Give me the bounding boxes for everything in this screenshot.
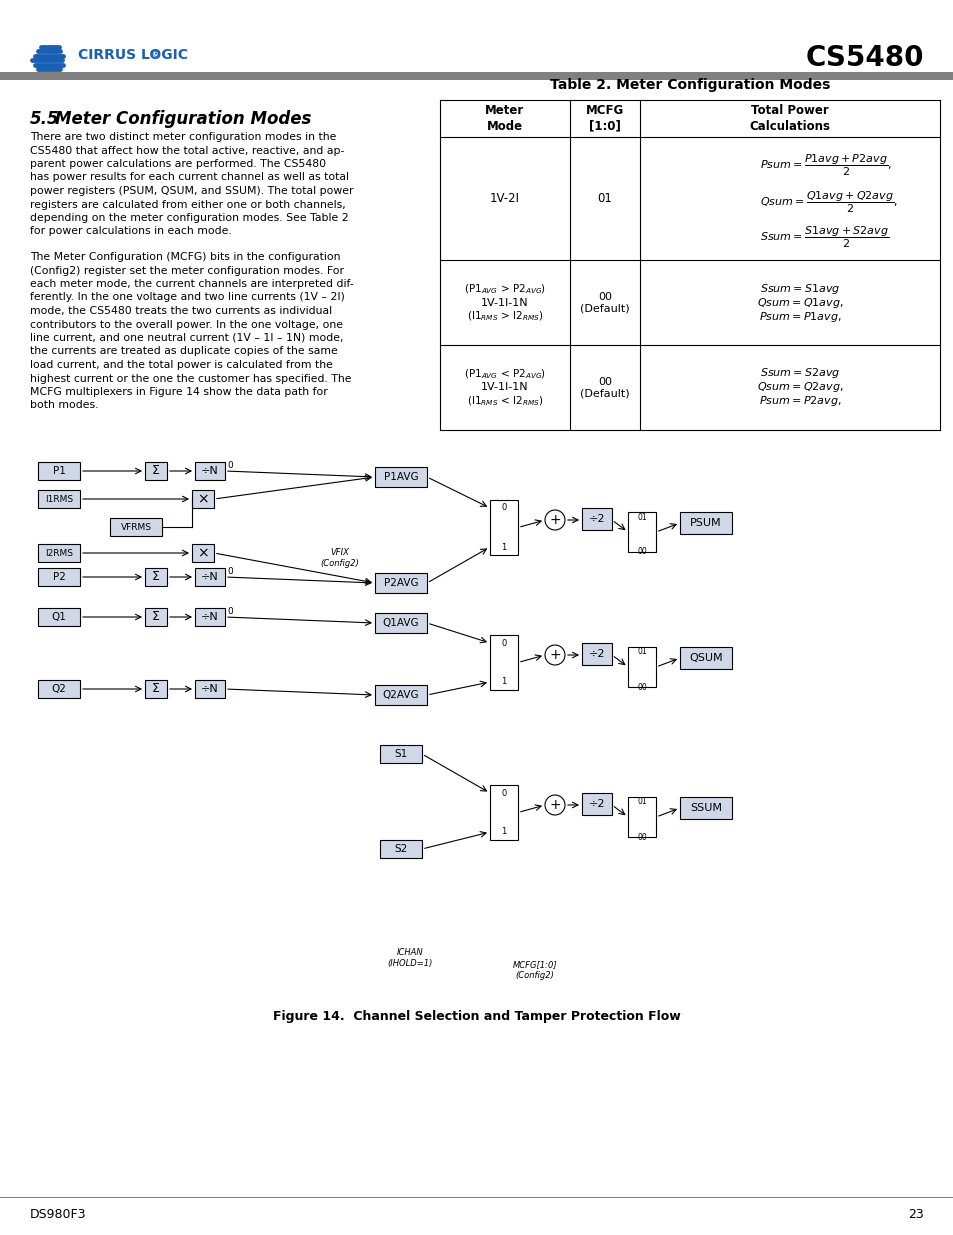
Text: CS5480 that affect how the total active, reactive, and ap-: CS5480 that affect how the total active,…: [30, 146, 344, 156]
Bar: [375, 613, 427, 634]
Bar: [490, 635, 517, 690]
Text: MCFG
[1:0]: MCFG [1:0]: [585, 105, 623, 132]
Text: (I1$_{RMS}$ < I2$_{RMS}$): (I1$_{RMS}$ < I2$_{RMS}$): [466, 395, 542, 409]
Text: PSUM: PSUM: [689, 517, 721, 529]
Bar: [145, 680, 167, 698]
Text: +: +: [549, 648, 560, 662]
Bar: [145, 568, 167, 585]
Text: the currents are treated as duplicate copies of the same: the currents are treated as duplicate co…: [30, 347, 337, 357]
Text: 0: 0: [501, 504, 506, 513]
Text: 1V-1I-1N: 1V-1I-1N: [480, 383, 528, 393]
Bar: [490, 500, 517, 555]
Bar: [379, 840, 421, 858]
Text: The Meter Configuration (MCFG) bits in the configuration: The Meter Configuration (MCFG) bits in t…: [30, 252, 340, 262]
Bar: [0, 72, 953, 80]
Bar: [110, 517, 162, 536]
Bar: [192, 490, 213, 508]
Text: 1: 1: [501, 542, 506, 552]
Bar: [490, 785, 517, 840]
Text: 00
(Default): 00 (Default): [579, 291, 629, 314]
Text: $\mathit{Qsum} = \mathit{Q1avg},$: $\mathit{Qsum} = \mathit{Q1avg},$: [756, 295, 842, 310]
Text: each meter mode, the current channels are interpreted dif-: each meter mode, the current channels ar…: [30, 279, 354, 289]
Text: 00: 00: [637, 547, 646, 557]
Text: CIRRUS LOGIC: CIRRUS LOGIC: [78, 48, 188, 62]
Text: has power results for each current channel as well as total: has power results for each current chann…: [30, 173, 349, 183]
Text: Meter
Mode: Meter Mode: [485, 105, 524, 132]
Text: ×: ×: [197, 492, 209, 506]
Text: DS980F3: DS980F3: [30, 1209, 87, 1221]
Text: ×: ×: [197, 546, 209, 559]
Text: Figure 14.  Channel Selection and Tamper Protection Flow: Figure 14. Channel Selection and Tamper …: [273, 1010, 680, 1023]
Text: ICHAN
(IHOLD=1): ICHAN (IHOLD=1): [387, 948, 433, 968]
Text: $\mathit{Ssum} = \mathit{S1avg}$: $\mathit{Ssum} = \mathit{S1avg}$: [759, 282, 840, 295]
Text: There are two distinct meter configuration modes in the: There are two distinct meter configurati…: [30, 132, 336, 142]
Text: 00: 00: [637, 832, 646, 841]
Text: 00: 00: [637, 683, 646, 692]
Text: (P1$_{AVG}$ > P2$_{AVG}$): (P1$_{AVG}$ > P2$_{AVG}$): [463, 283, 545, 296]
Bar: [38, 608, 80, 626]
Bar: [145, 608, 167, 626]
Text: MCFG[1:0]
(Config2): MCFG[1:0] (Config2): [512, 961, 557, 979]
Text: ÷2: ÷2: [588, 514, 604, 524]
Text: I1RMS: I1RMS: [45, 494, 73, 504]
Bar: [581, 793, 612, 815]
Text: ÷N: ÷N: [201, 572, 218, 582]
Bar: [627, 513, 656, 552]
Bar: [38, 568, 80, 585]
Bar: [627, 797, 656, 837]
Text: 0: 0: [501, 638, 506, 647]
Text: Table 2. Meter Configuration Modes: Table 2. Meter Configuration Modes: [549, 78, 829, 91]
Text: $\mathit{Psum} = \mathit{P2avg},$: $\mathit{Psum} = \mathit{P2avg},$: [758, 394, 841, 409]
Text: ÷2: ÷2: [588, 650, 604, 659]
Text: 0: 0: [501, 788, 506, 798]
Text: $\mathit{Qsum} = \mathit{Q2avg},$: $\mathit{Qsum} = \mathit{Q2avg},$: [756, 380, 842, 394]
Bar: [194, 568, 225, 585]
Bar: [0, 1197, 953, 1198]
Text: P1AVG: P1AVG: [383, 472, 417, 482]
Bar: [192, 543, 213, 562]
Text: MCFG multiplexers in Figure 14 show the data path for: MCFG multiplexers in Figure 14 show the …: [30, 387, 328, 396]
Bar: [145, 462, 167, 480]
Text: S2: S2: [394, 844, 407, 853]
Text: Σ: Σ: [152, 610, 160, 624]
Text: power registers (PSUM, QSUM, and SSUM). The total power: power registers (PSUM, QSUM, and SSUM). …: [30, 186, 354, 196]
Bar: [581, 508, 612, 530]
Text: 0: 0: [227, 606, 233, 615]
Text: QSUM: QSUM: [688, 653, 722, 663]
Text: highest current or the one the customer has specified. The: highest current or the one the customer …: [30, 373, 351, 384]
Bar: [38, 462, 80, 480]
Text: S1: S1: [394, 748, 407, 760]
Text: $\mathit{Psum} = \mathit{P1avg},$: $\mathit{Psum} = \mathit{P1avg},$: [758, 310, 841, 324]
Text: line current, and one neutral current (1V – 1I – 1N) mode,: line current, and one neutral current (1…: [30, 333, 343, 343]
Text: registers are calculated from either one or both channels,: registers are calculated from either one…: [30, 200, 345, 210]
Bar: [379, 745, 421, 763]
Text: (I1$_{RMS}$ > I2$_{RMS}$): (I1$_{RMS}$ > I2$_{RMS}$): [466, 310, 542, 324]
Text: 1V-1I-1N: 1V-1I-1N: [480, 298, 528, 308]
Text: Q2: Q2: [51, 684, 67, 694]
Bar: [679, 647, 731, 669]
Text: Σ: Σ: [152, 464, 160, 478]
Text: 0: 0: [227, 461, 233, 469]
Text: 1: 1: [501, 678, 506, 687]
Text: 1: 1: [501, 827, 506, 836]
Text: P1: P1: [52, 466, 66, 475]
Text: +: +: [549, 798, 560, 811]
Text: 01: 01: [637, 513, 646, 521]
Text: $\mathit{Qsum} = \dfrac{\mathit{Q1avg}+\mathit{Q2avg}}{2},$: $\mathit{Qsum} = \dfrac{\mathit{Q1avg}+\…: [760, 189, 897, 215]
Bar: [38, 543, 80, 562]
Text: P2: P2: [52, 572, 66, 582]
Text: Σ: Σ: [152, 683, 160, 695]
Text: Q1: Q1: [51, 613, 67, 622]
Text: VFIX
(Config2): VFIX (Config2): [320, 548, 359, 568]
Text: I2RMS: I2RMS: [45, 548, 73, 557]
Text: (Config2) register set the meter configuration modes. For: (Config2) register set the meter configu…: [30, 266, 344, 275]
Text: 00
(Default): 00 (Default): [579, 377, 629, 399]
Bar: [194, 608, 225, 626]
Text: Q2AVG: Q2AVG: [382, 690, 419, 700]
Text: for power calculations in each mode.: for power calculations in each mode.: [30, 226, 232, 236]
Text: $\mathit{Psum} = \dfrac{\mathit{P1avg}+\mathit{P2avg}}{2},$: $\mathit{Psum} = \dfrac{\mathit{P1avg}+\…: [760, 152, 891, 178]
Text: parent power calculations are performed. The CS5480: parent power calculations are performed.…: [30, 159, 326, 169]
Text: $\mathit{Ssum} = \dfrac{\mathit{S1avg}+\mathit{S2avg}}{2}$: $\mathit{Ssum} = \dfrac{\mathit{S1avg}+\…: [760, 225, 888, 249]
Text: (P1$_{AVG}$ < P2$_{AVG}$): (P1$_{AVG}$ < P2$_{AVG}$): [463, 368, 545, 382]
Text: depending on the meter configuration modes. See Table 2: depending on the meter configuration mod…: [30, 212, 348, 224]
